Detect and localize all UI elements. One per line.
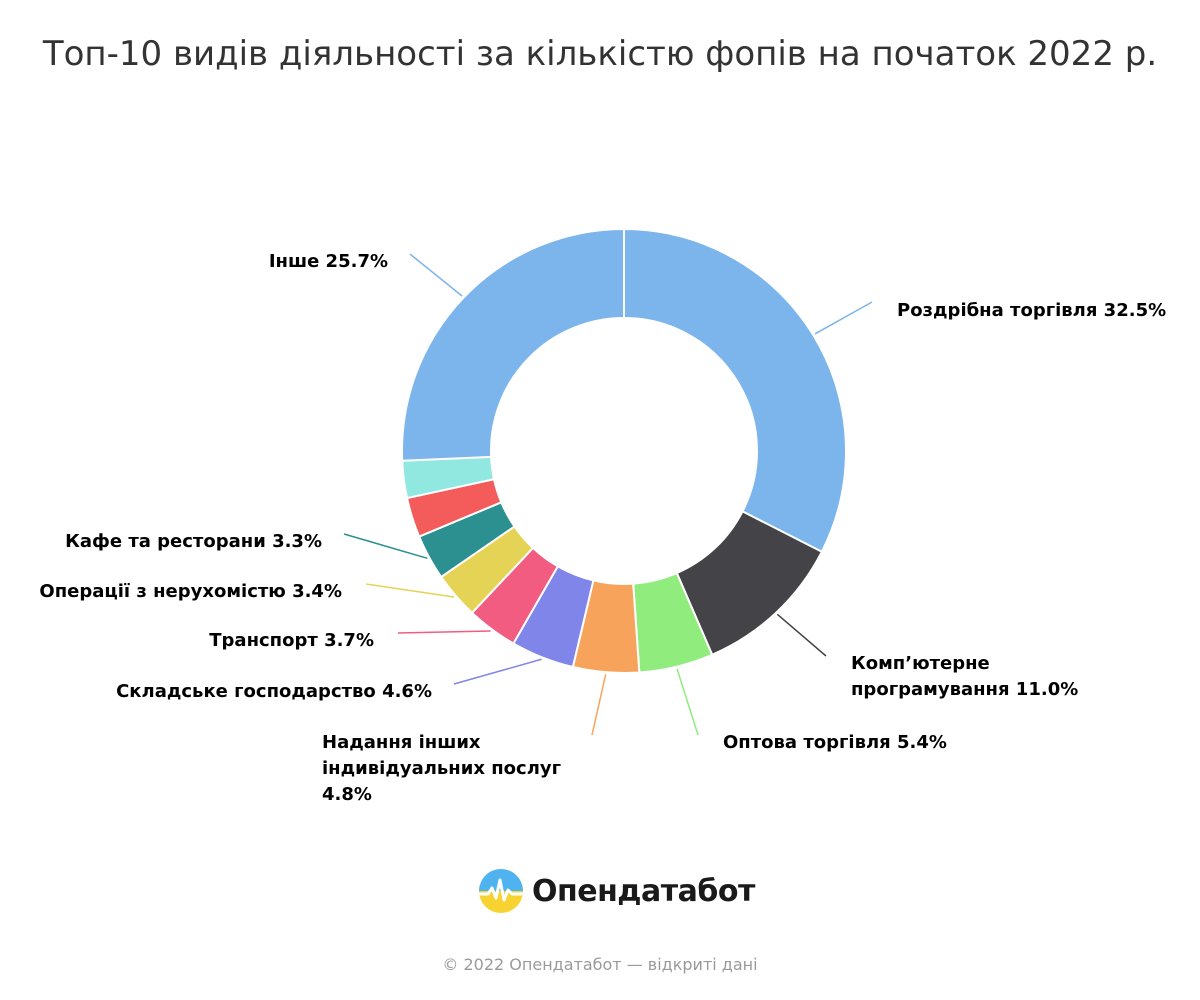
- opendatabot-logo: Опендатабот: [478, 866, 755, 916]
- slice-label-0: Роздрібна торгівля 32.5%: [897, 300, 1166, 321]
- label-connector-10: [409, 253, 463, 297]
- slice-label-6: Операції з нерухомістю 3.4%: [39, 581, 342, 602]
- footer-copyright: © 2022 Опендатабот — відкриті дані: [442, 955, 758, 974]
- slice-label-5: Транспорт 3.7%: [209, 630, 374, 651]
- opendatabot-logo-icon: [479, 869, 523, 913]
- donut-slice-0[interactable]: [623, 227, 847, 554]
- slice-label-2: Оптова торгівля 5.4%: [723, 732, 947, 753]
- label-connector-6: [365, 583, 455, 598]
- labels-layer: Роздрібна торгівля 32.5% Комп’ютерне прогр…: [39, 251, 1166, 805]
- label-connector-4: [453, 658, 542, 685]
- slice-label-4: Складське господарство 4.6%: [116, 681, 432, 702]
- label-connector-7: [343, 533, 428, 560]
- logo-text: Опендатабот: [532, 873, 755, 909]
- label-connector-3: [591, 674, 607, 736]
- slice-label-7: Кафе та ресторани 3.3%: [65, 531, 322, 552]
- slices-layer: [401, 227, 847, 674]
- label-connector-0: [814, 301, 873, 335]
- chart-title: Топ-10 видів діяльності за кількістю фоп…: [42, 34, 1158, 74]
- connectors-layer: [343, 253, 873, 736]
- label-connector-2: [676, 668, 699, 736]
- label-connector-1: [776, 613, 827, 657]
- slice-label-10: Інше 25.7%: [269, 251, 388, 272]
- slice-label-3: Надання інших індивідуальних послуг 4.8%: [322, 732, 561, 805]
- donut-slice-10[interactable]: [401, 227, 625, 462]
- slice-label-1: Комп’ютерне програмування 11.0%: [851, 653, 1078, 700]
- label-connector-5: [397, 630, 491, 634]
